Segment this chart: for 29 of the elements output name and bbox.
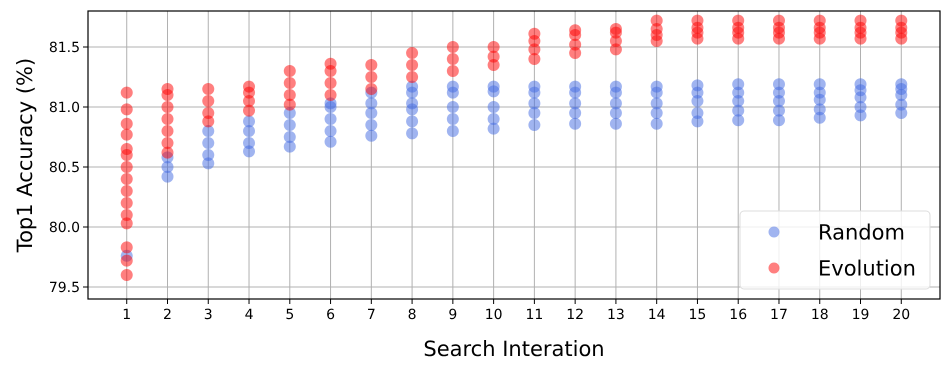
x-tick-label: 5 [285, 307, 294, 323]
y-tick-label: 81.0 [48, 100, 80, 116]
x-tick-label: 13 [607, 307, 625, 323]
x-tick-label: 6 [326, 307, 336, 323]
x-tick-label: 11 [525, 307, 544, 323]
x-tick-label: 1 [122, 307, 132, 323]
x-tick-label: 7 [366, 307, 376, 323]
y-tick-label: 80.0 [48, 220, 80, 236]
legend-label: Random [818, 220, 905, 244]
x-tick-label: 9 [448, 307, 458, 323]
x-axis-title: Search Interation [423, 337, 605, 361]
y-axis-title: Top1 Accuracy (%) [13, 58, 37, 254]
x-tick-label: 17 [770, 307, 788, 323]
y-tick-label: 81.5 [48, 40, 80, 56]
x-tick-label: 15 [688, 307, 706, 323]
x-tick-label: 16 [729, 307, 748, 323]
x-tick-label: 8 [408, 307, 417, 323]
x-tick-label: 20 [892, 307, 910, 323]
x-tick-label: 18 [810, 307, 829, 323]
legend-label: Evolution [818, 256, 916, 280]
x-tick-label: 2 [163, 307, 172, 323]
x-tick-label: 3 [204, 307, 213, 323]
x-tick-label: 4 [244, 307, 254, 323]
x-tick-label: 12 [566, 307, 584, 323]
y-tick-label: 79.5 [48, 280, 80, 296]
x-tick-label: 10 [484, 307, 503, 323]
x-tick-label: 19 [852, 307, 870, 323]
x-tick-label: 14 [648, 307, 666, 323]
y-tick-label: 80.5 [48, 160, 80, 176]
